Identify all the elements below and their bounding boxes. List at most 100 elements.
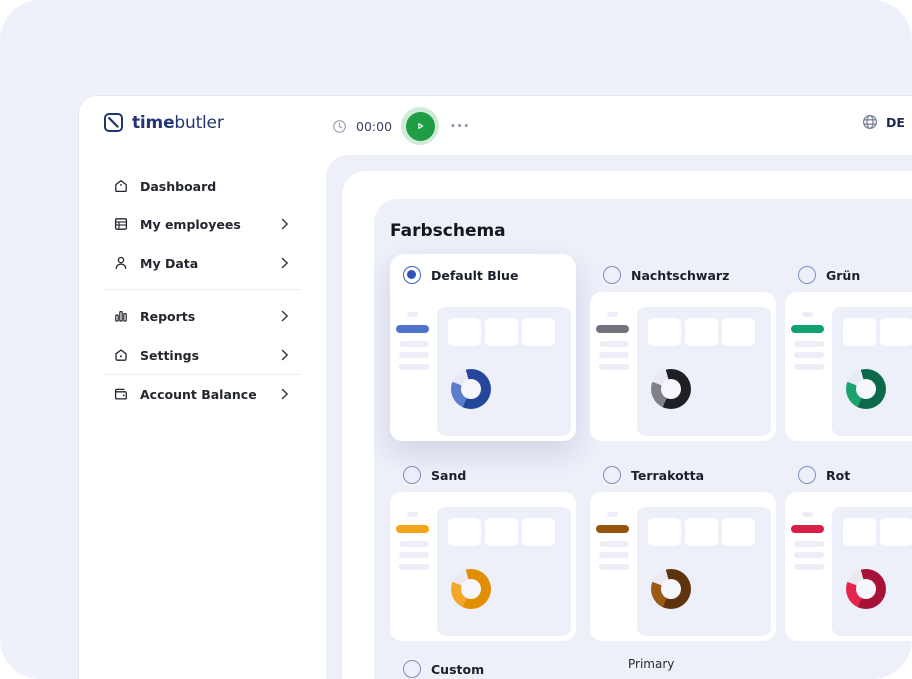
scheme-option-head: Grün: [798, 266, 860, 284]
wallet-icon: [114, 388, 127, 400]
scheme-option-sand[interactable]: Sand: [390, 454, 576, 641]
scheme-preview: [785, 292, 912, 441]
preview-card: [485, 518, 518, 546]
preview-card: [485, 318, 518, 346]
language-switcher[interactable]: DE: [862, 114, 905, 130]
preview-logo-pill: [607, 512, 618, 517]
chevron-right-icon: [281, 388, 288, 400]
language-label: DE: [886, 114, 905, 130]
sidebar-divider: [103, 374, 301, 375]
preview-main-panel: [637, 507, 771, 636]
preview-card: [648, 518, 681, 546]
preview-accent-pill: [396, 325, 429, 333]
sidebar-item-my-data[interactable]: My Data: [113, 252, 289, 274]
sidebar-item-label: My employees: [140, 216, 241, 232]
scheme-radio[interactable]: [798, 466, 816, 484]
scheme-radio[interactable]: [403, 266, 421, 284]
section-title: Farbschema: [390, 221, 506, 241]
timer-more-button[interactable]: ···: [450, 117, 471, 135]
preview-donut-chart: [651, 569, 691, 609]
preview-donut-chart: [451, 569, 491, 609]
scheme-option-grün[interactable]: Grün: [785, 254, 912, 441]
sidebar-item-account-balance[interactable]: Account Balance: [113, 383, 289, 405]
home-icon: [115, 180, 127, 193]
user-icon: [115, 256, 127, 270]
preview-card: [685, 318, 718, 346]
scheme-option-nachtschwarz[interactable]: Nachtschwarz: [590, 254, 776, 441]
preview-logo-pill: [407, 312, 418, 317]
preview-nav-pill: [599, 552, 629, 558]
scheme-option-custom[interactable]: Custom: [390, 648, 576, 679]
preview-card: [448, 518, 481, 546]
scheme-radio[interactable]: [603, 466, 621, 484]
preview-donut-chart: [451, 369, 491, 409]
scheme-option-head: Sand: [403, 466, 466, 484]
preview-nav-pill: [794, 341, 824, 347]
preview-nav-pill: [399, 364, 429, 370]
sidebar-item-label: Reports: [140, 308, 196, 324]
preview-nav-pill: [599, 341, 629, 347]
table-icon: [114, 218, 128, 230]
timebutler-logo-icon: [104, 113, 123, 132]
play-icon: [418, 123, 424, 129]
preview-card: [843, 518, 876, 546]
scheme-preview: [785, 492, 912, 641]
sidebar-item-my-employees[interactable]: My employees: [113, 213, 289, 235]
clock-icon: [333, 119, 346, 133]
preview-accent-pill: [596, 525, 629, 533]
primary-color-label: Primary: [628, 657, 675, 671]
preview-nav-pill: [599, 564, 629, 570]
scheme-option-default-blue[interactable]: Default Blue: [390, 254, 576, 441]
preview-accent-pill: [596, 325, 629, 333]
sidebar-item-dashboard[interactable]: Dashboard: [113, 175, 289, 197]
scheme-option-terrakotta[interactable]: Terrakotta: [590, 454, 776, 641]
scheme-label: Terrakotta: [631, 467, 705, 483]
preview-card: [880, 318, 912, 346]
preview-accent-pill: [791, 525, 824, 533]
preview-donut-chart: [651, 369, 691, 409]
scheme-preview: [390, 292, 576, 441]
scheme-radio[interactable]: [403, 660, 421, 678]
scheme-option-rot[interactable]: Rot: [785, 454, 912, 641]
preview-logo-pill: [802, 312, 813, 317]
brand-name-regular: butler: [174, 112, 224, 133]
preview-nav-pill: [399, 341, 429, 347]
preview-donut-chart: [846, 369, 886, 409]
scheme-label: Default Blue: [431, 267, 519, 283]
sidebar-item-label: Dashboard: [140, 178, 217, 194]
preview-card: [843, 318, 876, 346]
preview-main-panel: [437, 507, 571, 636]
preview-card: [522, 518, 555, 546]
scheme-radio[interactable]: [403, 466, 421, 484]
settings-icon: [115, 349, 127, 361]
sidebar-divider: [103, 289, 301, 290]
preview-nav-pill: [794, 552, 824, 558]
preview-card: [522, 318, 555, 346]
scheme-option-head: Terrakotta: [603, 466, 704, 484]
sidebar-item-reports[interactable]: Reports: [113, 305, 289, 327]
preview-nav-pill: [399, 352, 429, 358]
globe-icon: [862, 114, 878, 130]
preview-nav-pill: [399, 552, 429, 558]
preview-nav-pill: [599, 352, 629, 358]
scheme-label: Sand: [431, 467, 467, 483]
chevron-right-icon: [281, 310, 288, 322]
start-timer-button[interactable]: [401, 107, 440, 145]
preview-card: [685, 518, 718, 546]
sidebar-item-settings[interactable]: Settings: [113, 344, 289, 366]
sidebar-item-label: Settings: [140, 347, 200, 363]
scheme-radio[interactable]: [603, 266, 621, 284]
scheme-preview: [590, 292, 776, 441]
scheme-preview: [390, 492, 576, 641]
preview-card: [448, 318, 481, 346]
timer-display: 00:00: [356, 118, 393, 134]
scheme-preview: [590, 492, 776, 641]
preview-card: [722, 318, 755, 346]
preview-main-panel: [832, 507, 912, 636]
scheme-option-head: Rot: [798, 466, 850, 484]
chevron-right-icon: [281, 218, 288, 230]
scheme-radio[interactable]: [798, 266, 816, 284]
sidebar-item-label: Account Balance: [140, 386, 257, 402]
preview-card: [648, 318, 681, 346]
